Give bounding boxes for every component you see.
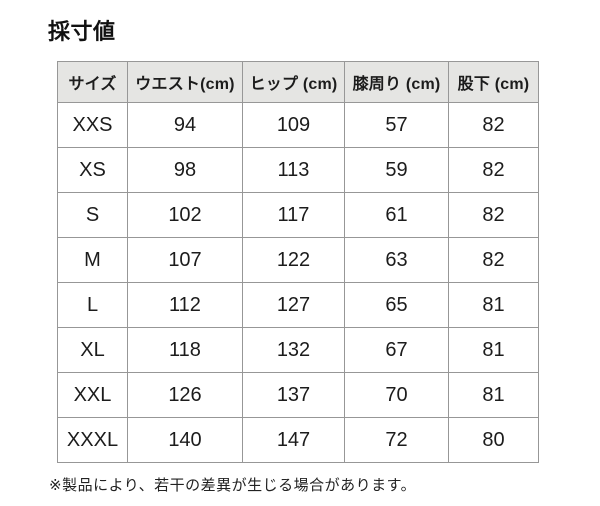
measurement-cell: 118 [127,327,243,373]
measurement-cell: 102 [127,192,243,238]
size-label-cell: XXXL [57,417,128,463]
table-row-l: L 112 127 65 81 [57,282,539,328]
measurement-cell: 113 [242,147,345,193]
measurement-cell: 59 [344,147,449,193]
measurement-cell: 61 [344,192,449,238]
measurement-cell: 147 [242,417,345,463]
size-label-cell: M [57,237,128,283]
measurement-cell: 80 [448,417,539,463]
measurement-cell: 81 [448,282,539,328]
table-body: XXS 94 109 57 82 XS 98 113 59 82 S 102 117 61 82 M 107 12… [57,102,539,463]
header-cell-1: ウエスト(cm) [127,61,243,103]
header-cell-0: サイズ [57,61,128,103]
measurement-cell: 127 [242,282,345,328]
table-header-row: サイズ ウエスト(cm) ヒップ (cm) 膝周り (cm) 股下 (cm) [57,61,539,103]
measurement-cell: 81 [448,372,539,418]
header-cell-3: 膝周り (cm) [344,61,449,103]
measurement-cell: 57 [344,102,449,148]
measurement-cell: 70 [344,372,449,418]
measurement-cell: 117 [242,192,345,238]
measurement-cell: 112 [127,282,243,328]
measurement-cell: 82 [448,147,539,193]
measurement-cell: 82 [448,237,539,283]
header-cell-4: 股下 (cm) [448,61,539,103]
size-label-cell: XL [57,327,128,373]
measurement-cell: 132 [242,327,345,373]
table-head: サイズ ウエスト(cm) ヒップ (cm) 膝周り (cm) 股下 (cm) [57,61,539,103]
size-measurement-table: サイズ ウエスト(cm) ヒップ (cm) 膝周り (cm) 股下 (cm) XXS 94… [57,61,539,463]
measurement-cell: 122 [242,237,345,283]
table-row-xxxl: XXXL 140 147 72 80 [57,417,539,463]
measurement-cell: 126 [127,372,243,418]
measurement-cell: 140 [127,417,243,463]
measurement-cell: 82 [448,192,539,238]
header-cell-2: ヒップ (cm) [242,61,345,103]
size-label-cell: L [57,282,128,328]
table-row-m: M 107 122 63 82 [57,237,539,283]
measurement-cell: 82 [448,102,539,148]
measurement-cell: 107 [127,237,243,283]
measurement-cell: 98 [127,147,243,193]
size-label-cell: XXS [57,102,128,148]
size-label-cell: XS [57,147,128,193]
measurement-cell: 137 [242,372,345,418]
table-row-s: S 102 117 61 82 [57,192,539,238]
measurement-cell: 72 [344,417,449,463]
size-label-cell: XXL [57,372,128,418]
measurement-cell: 94 [127,102,243,148]
table-row-xl: XL 118 132 67 81 [57,327,539,373]
measurement-cell: 109 [242,102,345,148]
measurement-cell: 67 [344,327,449,373]
table-row-xxs: XXS 94 109 57 82 [57,102,539,148]
page-title: 採寸値 [48,19,116,44]
measurement-cell: 65 [344,282,449,328]
measurement-cell: 63 [344,237,449,283]
table-row-xxl: XXL 126 137 70 81 [57,372,539,418]
footnote-text: ※製品により、若干の差異が生じる場合があります。 [49,477,417,494]
size-label-cell: S [57,192,128,238]
table-row-xs: XS 98 113 59 82 [57,147,539,193]
measurement-cell: 81 [448,327,539,373]
